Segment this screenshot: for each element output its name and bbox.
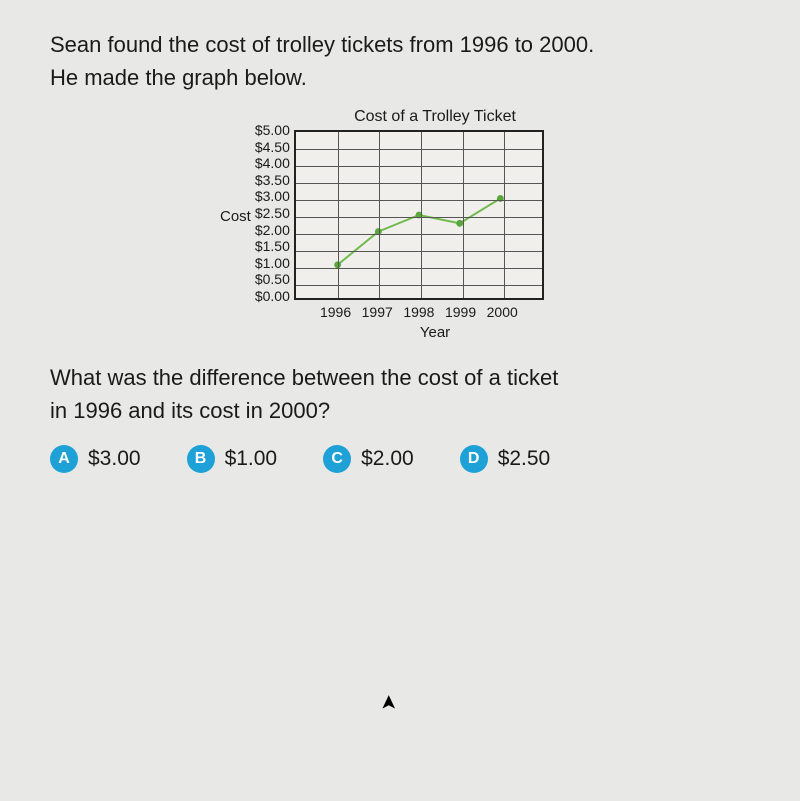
y-tick-label: $3.00: [255, 189, 290, 203]
y-tick-label: $4.00: [255, 156, 290, 170]
x-tick-label: 1998: [399, 304, 439, 320]
answer-option-b[interactable]: B $1.00: [187, 445, 278, 473]
answer-text: $2.00: [361, 447, 414, 471]
y-tick-label: $1.50: [255, 239, 290, 253]
intro-line-1: Sean found the cost of trolley tickets f…: [50, 28, 750, 61]
y-axis-label: Cost: [220, 208, 251, 225]
question-line-1: What was the difference between the cost…: [50, 361, 750, 394]
gridline-v: [379, 132, 380, 298]
x-axis-label: Year: [220, 324, 580, 341]
y-tick-label: $2.50: [255, 206, 290, 220]
y-tick-label: $3.50: [255, 173, 290, 187]
y-tick-label: $0.00: [255, 289, 290, 303]
answer-option-c[interactable]: C $2.00: [323, 445, 414, 473]
answer-badge: D: [460, 445, 488, 473]
answer-text: $3.00: [88, 447, 141, 471]
gridline-v: [338, 132, 339, 298]
gridline-v: [504, 132, 505, 298]
intro-line-2: He made the graph below.: [50, 61, 750, 94]
y-tick-label: $2.00: [255, 223, 290, 237]
chart: Cost of a Trolley Ticket Cost $5.00$4.50…: [220, 108, 580, 341]
data-line: [338, 198, 501, 264]
intro-text: Sean found the cost of trolley tickets f…: [50, 28, 750, 94]
question-text: What was the difference between the cost…: [50, 361, 750, 427]
answer-text: $2.50: [498, 447, 551, 471]
answer-badge: C: [323, 445, 351, 473]
answer-badge: B: [187, 445, 215, 473]
cursor-icon: ➤: [376, 694, 401, 711]
y-tick-label: $0.50: [255, 272, 290, 286]
question-line-2: in 1996 and its cost in 2000?: [50, 394, 750, 427]
answer-text: $1.00: [225, 447, 278, 471]
x-tick-label: 1996: [316, 304, 356, 320]
x-tick-label: 1997: [357, 304, 397, 320]
x-tick-label: 1999: [441, 304, 481, 320]
y-tick-label: $4.50: [255, 140, 290, 154]
x-axis-ticks: 19961997199819992000: [294, 304, 544, 322]
y-tick-label: $1.00: [255, 256, 290, 270]
x-tick-label: 2000: [482, 304, 522, 320]
y-tick-label: $5.00: [255, 123, 290, 137]
plot-area: [294, 130, 544, 300]
answer-badge: A: [50, 445, 78, 473]
gridline-v: [463, 132, 464, 298]
y-axis-ticks: $5.00 $4.50 $4.00 $3.50 $3.00 $2.50 $2.00 $1.50…: [255, 123, 294, 303]
gridline-v: [421, 132, 422, 298]
answer-option-a[interactable]: A $3.00: [50, 445, 141, 473]
answer-row: A $3.00 B $1.00 C $2.00 D $2.50: [50, 445, 750, 473]
answer-option-d[interactable]: D $2.50: [460, 445, 551, 473]
